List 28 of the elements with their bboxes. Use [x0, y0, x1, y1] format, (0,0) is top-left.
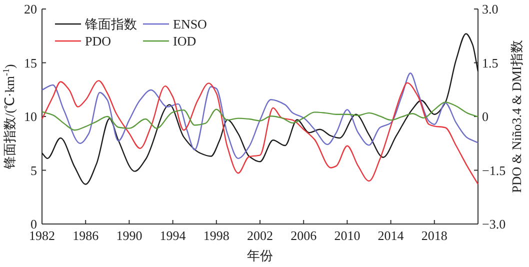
x-tick-label: 2010: [334, 228, 360, 243]
x-tick-label: 1998: [203, 228, 230, 243]
x-axis-title: 年份: [247, 248, 273, 263]
x-tick-label: 2006: [290, 228, 318, 243]
x-tick-label: 1994: [160, 228, 186, 243]
y-tick-label: 5: [30, 162, 37, 178]
y2-axis-title: PDO & Niño3.4 & DMI指数: [509, 40, 524, 193]
x-tick-label: 2002: [247, 228, 273, 243]
legend-label: ENSO: [173, 16, 207, 32]
x-tick-label: 1990: [116, 228, 142, 243]
line-series: [41, 80, 479, 185]
legend-label: IOD: [173, 34, 196, 48]
y-tick-label: 20: [24, 2, 37, 16]
x-tick-label: 2018: [421, 228, 448, 243]
x-tick-label: 1986: [72, 228, 100, 243]
line-series: [41, 33, 479, 185]
y2-tick-label: 0: [482, 109, 488, 124]
y2-tick-label: −1.5: [482, 162, 506, 178]
y2-tick-label: 3.0: [482, 2, 498, 16]
legend-label: PDO: [85, 34, 112, 48]
y2-tick-label: −3.0: [482, 216, 506, 232]
legend-label: 锋面指数: [84, 16, 137, 32]
y-tick-label: 10: [24, 109, 37, 124]
x-tick-label: 2014: [378, 228, 404, 243]
line-series: [41, 102, 479, 131]
line-series: [41, 72, 479, 160]
y2-tick-label: 1.5: [482, 55, 498, 70]
y-tick-label: 15: [24, 55, 37, 70]
